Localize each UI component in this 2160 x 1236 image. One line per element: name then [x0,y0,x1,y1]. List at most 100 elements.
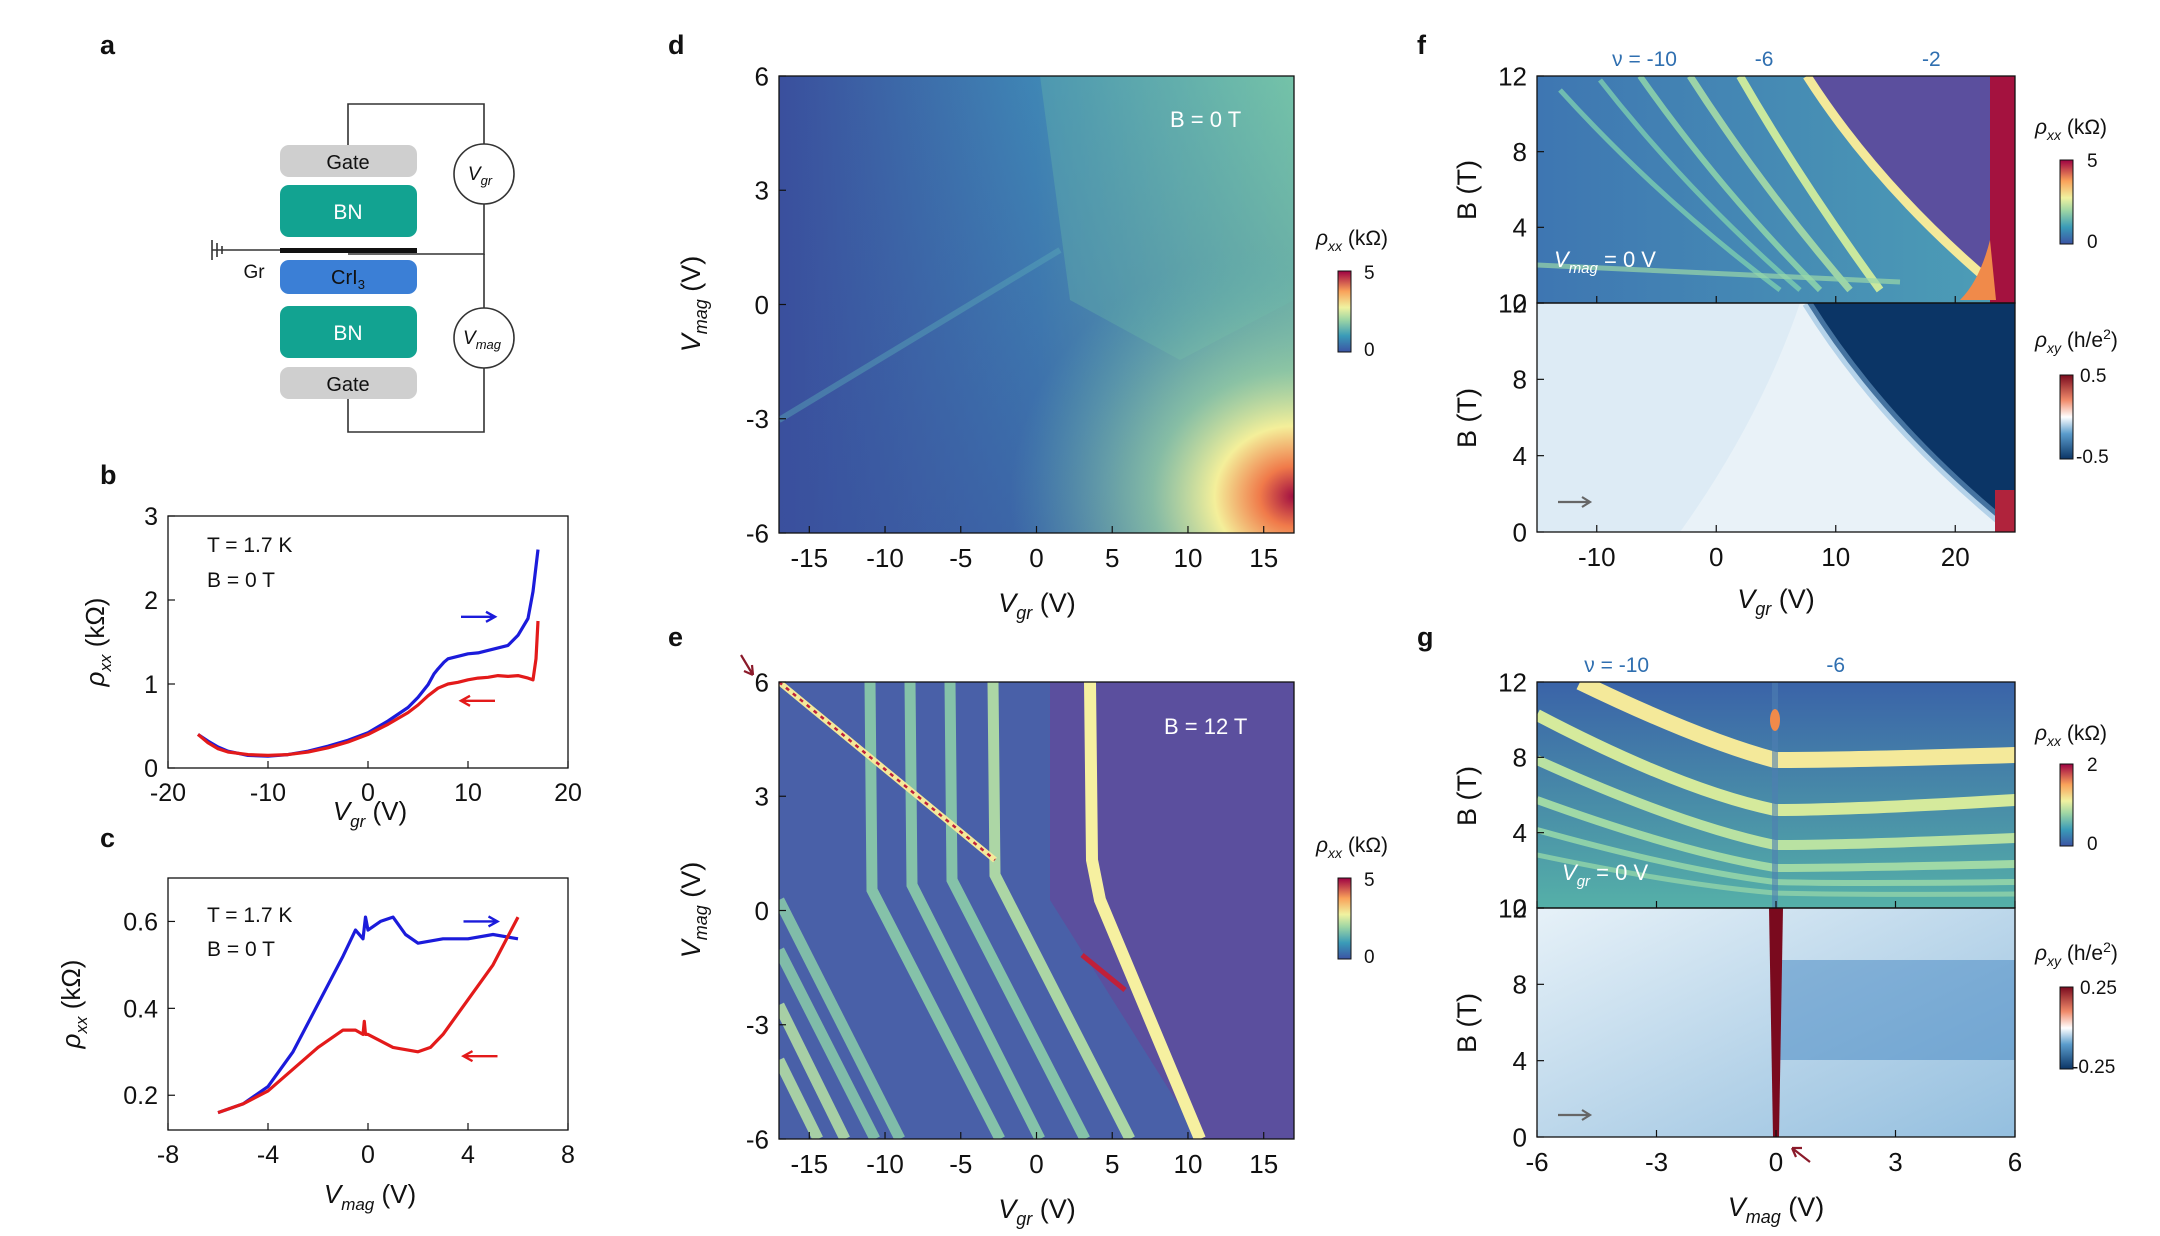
panel-c-annotation-b: B = 0 T [207,938,275,961]
panel-g-bottom-colorbar-min: -0.25 [2072,1057,2115,1078]
panel-g-top-ytick-label: 4 [1513,818,1527,848]
panel-e-ytick-label: 3 [755,782,769,812]
panel-d-xtick-label: 0 [1029,543,1043,573]
panel-f-xtick-label: 10 [1821,542,1850,572]
panel-f-top-plateau [1807,76,2015,300]
panel-f-fringe [1687,76,1853,293]
panel-d-heatmap: -15 -10 -5 0 5 10 15 -6 -3 0 3 6 B = 0 T Vgr (V) Vm… [676,61,1388,623]
bn-top-label: BN [333,201,362,224]
panel-c-xlabel: Vmag (V) [324,1179,416,1214]
panel-b-ytick-label: 0 [144,755,158,783]
panel-e-colorbar-min: 0 [1364,947,1375,968]
panel-g-top-ytick-label: 12 [1498,667,1527,697]
panel-d-ylabel: Vmag (V) [676,256,711,353]
panel-d-ytick-label: 0 [755,290,769,320]
panel-f-bottom-light-region [1537,303,1800,532]
panel-e-heatmap: -15 -10 -5 0 5 10 15 -6 -3 0 3 6 B = 12 T Vgr (V) V… [676,654,1388,1229]
panel-g-bottom-ylabel: B (T) [1452,993,1482,1053]
panel-d-annotation: B = 0 T [1170,107,1241,132]
gate-top-layer [280,145,417,177]
panel-g-xtick-label: 3 [1888,1147,1902,1177]
panel-c-xtick-label: -8 [157,1141,179,1169]
panel-g-filling-factor-label: -6 [1826,654,1845,677]
panel-f-fringe [1598,78,1802,292]
panel-f-xtick-label: -10 [1578,542,1616,572]
panel-d-xtick-label: 15 [1249,543,1278,573]
panel-f-top-colorbar-min: 0 [2087,232,2098,253]
panel-f-xlabel: Vgr (V) [1737,584,1815,619]
panel-g-top-colorbar-max: 2 [2087,755,2098,776]
panel-f-top-ytick-label: 12 [1498,61,1527,91]
panel-f-filling-factor-label: -2 [1922,48,1941,71]
panel-f-fringe [1736,76,1884,293]
panel-g-bottom-colorbar-label: ρxy (h/e2) [2034,939,2118,969]
panel-e-fringes [779,682,1206,1139]
panel-e-bright-fringe [1084,682,1206,1139]
panel-d-xtick-label: -5 [949,543,972,573]
panel-c-ytick-label: 0.2 [123,1082,158,1110]
panel-g-gray-arrow-icon [1558,1109,1593,1121]
panel-f-top-edge [1990,76,2015,303]
cri3-layer [280,260,417,294]
panel-label-g: g [1417,622,1434,652]
panel-d-colorbar-min: 0 [1364,340,1375,361]
panel-f-fringe [1558,88,1782,292]
panel-d-xtick-label: -10 [866,543,904,573]
panel-f-bottom-colorbar-label: ρxy (h/e2) [2034,326,2118,356]
panel-b-ytick-label: 3 [144,503,158,531]
panel-e-diagonal-peak [779,682,996,861]
graphene-layer [280,248,417,253]
panel-g-top-center-spot [1770,709,1780,731]
panel-e-xtick-label: 10 [1174,1149,1203,1179]
panel-d-ytick-label: 6 [755,61,769,91]
panel-label-a: a [100,30,116,60]
panel-e-ytick-label: -6 [746,1124,769,1154]
panel-c-plot: -8 -4 0 4 8 0.2 0.4 0.6 T = 1.7 K B = 0 T Vmag … [56,877,575,1214]
panel-g-xtick-label: -6 [1525,1147,1548,1177]
panel-d-colorbar [1337,270,1352,353]
panel-e-xtick-label: -10 [866,1149,904,1179]
panel-e-fringe [779,947,880,1139]
vgr-meter-label: Vgr [468,164,493,188]
panel-f-fringe [1637,76,1823,293]
panel-c-series-down [217,916,520,1115]
panel-f-top-fringes [1537,76,2003,294]
panel-e-colorbar-label: ρxx (kΩ) [1315,834,1388,861]
panel-e-fringe [987,682,1135,1139]
panel-f-top-colorbar [2059,159,2074,245]
panel-g-bottom-colorbar [2059,986,2074,1070]
panel-e-ylabel: Vmag (V) [676,862,711,959]
panel-e-xtick-label: -5 [949,1149,972,1179]
panel-e-colorbar-max: 5 [1364,870,1375,891]
panel-f-top-ytick-label: 0 [1513,288,1527,318]
panel-d-ytick-label: 3 [755,176,769,206]
panel-c-sweep-arrow-icon [461,1050,498,1063]
panel-f-gray-arrow-icon [1558,496,1593,508]
panel-f-bottom-colorbar-max: 0.5 [2080,366,2106,387]
panel-b-xlabel: Vgr (V) [333,796,407,831]
panel-g-top-colorbar-label: ρxx (kΩ) [2034,722,2107,749]
panel-d-colorbar-max: 5 [1364,263,1375,284]
panel-e-map-region [779,682,1200,1139]
panel-label-c: c [100,823,116,853]
panel-b-ytick-label: 1 [144,671,158,699]
panel-g-top-center-line [1772,682,1778,908]
panel-c-series-up [217,915,519,1115]
vgr-meter [453,143,515,205]
panel-e-fringe [944,682,1090,1139]
panel-d-colorbar-label: ρxx (kΩ) [1315,227,1388,254]
panel-b-ylabel: ρxx (kΩ) [80,598,115,688]
panel-g-bottom-ytick-label: 4 [1513,1046,1527,1076]
panel-b-xtick-label: -10 [250,779,286,807]
panel-f-bottom-colorbar [2059,374,2074,460]
vmag-meter [453,307,515,369]
panel-g-xtick-label: 6 [2008,1147,2022,1177]
panel-g-annotation: Vgr = 0 V [1562,860,1648,890]
panel-e-xtick-label: 0 [1029,1149,1043,1179]
cri3-label: CrI3 [331,267,365,292]
panel-f-bottom-ylabel: B (T) [1452,388,1482,448]
gate-bottom-layer [280,367,417,399]
panel-label-d: d [668,30,685,60]
panel-c-ytick-label: 0.4 [123,995,158,1023]
bn-bottom-layer [280,306,417,358]
